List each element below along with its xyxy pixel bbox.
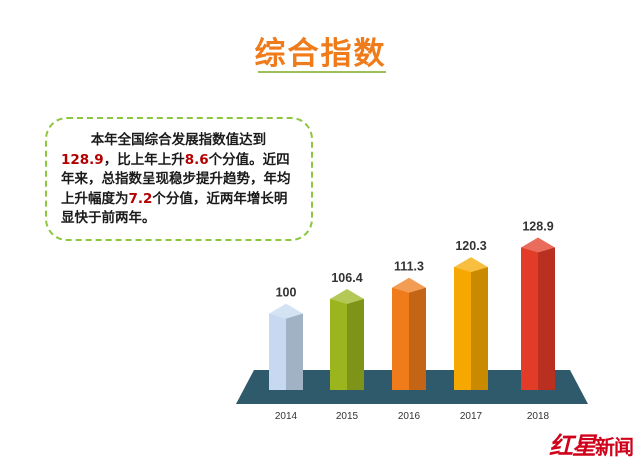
x-tick-2014: 2014 [275, 411, 298, 422]
bar-face-left [392, 282, 409, 390]
summary-part-1: 本年全国综合发展指数值达到 [90, 132, 267, 148]
value-label-2014: 100 [276, 286, 297, 300]
title-underline [258, 71, 386, 73]
logo-red-text: 红星 [549, 431, 596, 460]
summary-part-4: 个分值，近两年增长明显快于前两年。 [61, 190, 288, 227]
x-tick-2016: 2016 [398, 411, 421, 422]
bar-top [269, 303, 303, 319]
bar-face-right [538, 242, 555, 390]
x-tick-2017: 2017 [460, 411, 483, 422]
summary-value-avg: 7.2 [128, 190, 153, 207]
bar-face-left [454, 262, 471, 390]
summary-value-rise: 8.6 [184, 151, 209, 168]
bar-top [454, 257, 488, 273]
page-title: 综合指数 [254, 36, 387, 72]
summary-part-2: ，比上年上升 [103, 151, 185, 168]
summary-text: 本年全国综合发展指数值达到 128.9，比上年上升8.6个分值。近四年来，总指数呈… [61, 131, 297, 229]
bar-top [392, 277, 426, 293]
summary-note: 本年全国综合发展指数值达到 128.9，比上年上升8.6个分值。近四年来，总指数呈… [45, 117, 313, 241]
bar-2018 [521, 237, 555, 390]
bar-top [521, 237, 555, 253]
bar-2017 [454, 257, 488, 390]
bar-2016 [392, 277, 426, 390]
bar-face-right [471, 262, 488, 390]
bar-face-right [409, 282, 426, 390]
summary-part-3: 个分值。近四年来，总指数呈现稳步提升趋势，年均上升幅度为 [61, 151, 291, 207]
x-tick-2015: 2015 [336, 411, 359, 422]
bar-2015 [330, 288, 364, 390]
bar-face-left [330, 293, 347, 390]
x-tick-2018: 2018 [527, 411, 550, 422]
brand-logo: 红星新闻 [549, 426, 634, 461]
bar-face-right [347, 293, 364, 390]
bar-face-right [286, 308, 303, 390]
bar-top [330, 288, 364, 304]
value-label-2017: 120.3 [455, 239, 486, 253]
bar-2014 [269, 303, 303, 390]
value-label-2018: 128.9 [522, 220, 553, 234]
value-label-2015: 106.4 [331, 271, 362, 285]
summary-value-index: 128.9 [61, 151, 104, 168]
value-label-2016: 111.3 [394, 260, 424, 274]
logo-news-text: 新闻 [595, 435, 634, 459]
bar-face-left [521, 242, 538, 390]
bar-face-left [269, 308, 286, 390]
